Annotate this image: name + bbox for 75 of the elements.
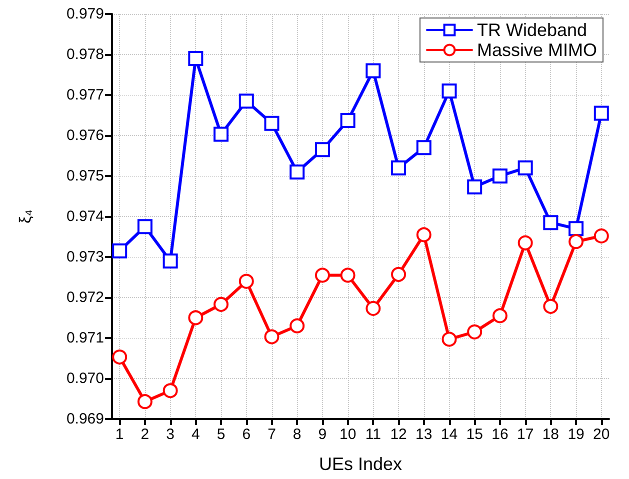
x-tick-label: 15 bbox=[466, 426, 483, 443]
y-tick-label: 0.971 bbox=[66, 330, 104, 346]
point bbox=[238, 94, 254, 109]
y-tick-label: 0.977 bbox=[66, 86, 104, 104]
x-tick-label: 17 bbox=[516, 426, 534, 443]
x-tick-label: 6 bbox=[242, 426, 251, 443]
point bbox=[416, 140, 432, 156]
point bbox=[492, 308, 508, 324]
point bbox=[391, 266, 406, 282]
point bbox=[543, 298, 558, 314]
point bbox=[112, 350, 128, 365]
point bbox=[568, 221, 584, 236]
point bbox=[366, 63, 381, 78]
point bbox=[314, 268, 330, 283]
point bbox=[340, 268, 356, 283]
point bbox=[442, 332, 457, 347]
x-tick-label: 14 bbox=[440, 426, 458, 443]
x-tick-label: 5 bbox=[216, 426, 226, 443]
point bbox=[543, 215, 558, 230]
x-tick-label: 10 bbox=[339, 426, 356, 443]
point bbox=[188, 310, 204, 326]
x-tick-label: 9 bbox=[318, 426, 327, 443]
point bbox=[162, 383, 178, 398]
x-tick-label: 7 bbox=[268, 426, 276, 443]
point bbox=[391, 160, 406, 176]
point bbox=[442, 83, 457, 98]
point bbox=[314, 142, 330, 158]
x-tick-label: 20 bbox=[593, 426, 610, 443]
y-tick-label: 0.976 bbox=[66, 127, 104, 144]
x-tick-label: 16 bbox=[492, 426, 508, 443]
y-tick-label: 0.974 bbox=[66, 208, 104, 225]
y-tick-label: 0.970 bbox=[66, 370, 104, 387]
point bbox=[214, 296, 229, 312]
point bbox=[214, 126, 229, 142]
x-tick-label: 12 bbox=[390, 426, 407, 443]
x-tick-label: 2 bbox=[140, 426, 150, 443]
point bbox=[162, 254, 178, 269]
point bbox=[568, 234, 584, 250]
point bbox=[290, 164, 305, 180]
point bbox=[264, 329, 280, 344]
point bbox=[290, 318, 305, 334]
y-tick-label: 0.969 bbox=[66, 410, 104, 428]
y-axis-title: ξ₄ bbox=[18, 210, 34, 224]
y-tick-label: 0.978 bbox=[66, 46, 104, 63]
legend-label: TR Wideband bbox=[476, 20, 588, 40]
point bbox=[594, 106, 609, 121]
point bbox=[518, 235, 533, 250]
x-axis-title: UEs Index bbox=[318, 454, 402, 474]
y-tick-label: 0.979 bbox=[66, 6, 104, 22]
point bbox=[518, 160, 533, 176]
x-tick-label: 13 bbox=[416, 426, 432, 443]
point bbox=[467, 179, 482, 194]
point bbox=[492, 168, 508, 184]
y-tick-label: 0.973 bbox=[66, 248, 104, 266]
x-tick-label: 3 bbox=[166, 426, 174, 443]
point bbox=[467, 324, 482, 340]
point bbox=[137, 394, 152, 410]
x-tick-label: 8 bbox=[292, 426, 302, 443]
y-tick-label: 0.975 bbox=[66, 168, 104, 184]
point bbox=[112, 243, 128, 258]
point bbox=[264, 116, 280, 131]
point bbox=[238, 274, 254, 289]
point bbox=[188, 51, 204, 66]
point bbox=[340, 113, 356, 128]
x-tick-label: 4 bbox=[192, 426, 200, 443]
point bbox=[594, 228, 609, 244]
y-tick-label: 0.972 bbox=[66, 289, 104, 306]
point bbox=[416, 227, 432, 242]
point bbox=[137, 219, 152, 234]
x-tick-label: 18 bbox=[542, 426, 560, 443]
x-tick-label: 19 bbox=[568, 426, 584, 443]
x-tick-label: 1 bbox=[115, 426, 124, 443]
x-tick-label: 11 bbox=[365, 426, 381, 443]
legend-label: Massive MIMO bbox=[476, 40, 598, 60]
point bbox=[366, 300, 381, 316]
